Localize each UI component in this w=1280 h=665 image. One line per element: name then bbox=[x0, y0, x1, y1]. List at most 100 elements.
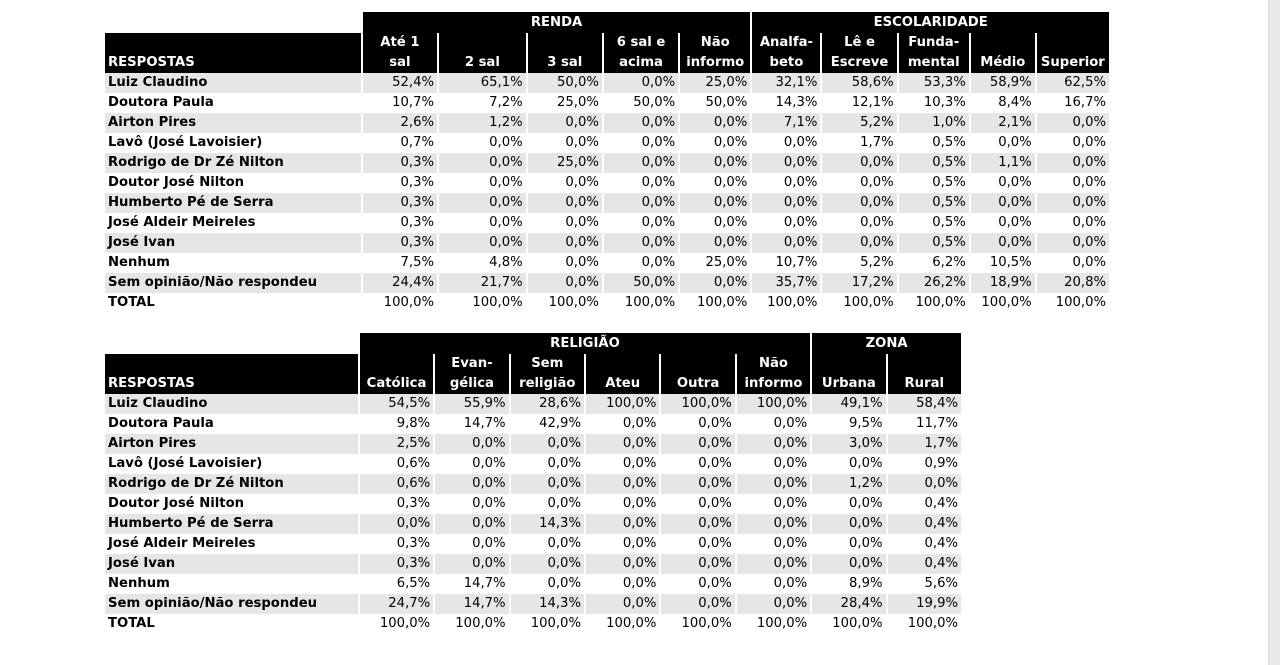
row-label: Doutora Paula bbox=[105, 93, 361, 113]
column-header-row: RESPOSTAS Até 1 sal 2 sal 3 sal 6 sal e ac… bbox=[105, 33, 1109, 73]
table-cell: 0,0% bbox=[736, 454, 811, 474]
row-label: Luiz Claudino bbox=[105, 394, 358, 414]
table-cell: 0,0% bbox=[1036, 113, 1109, 133]
row-label: Rodrigo de Dr Zé Nilton bbox=[105, 153, 361, 173]
row-label: Rodrigo de Dr Zé Nilton bbox=[105, 474, 358, 494]
table-cell: 0,0% bbox=[661, 434, 735, 454]
table-cell: 12,1% bbox=[822, 93, 897, 113]
table-cell: 8,9% bbox=[812, 574, 886, 594]
table-cell: 10,3% bbox=[898, 93, 969, 113]
table-cell: 0,4% bbox=[887, 554, 961, 574]
table-cell: 0,0% bbox=[603, 153, 679, 173]
table-cell: 0,0% bbox=[970, 213, 1035, 233]
table-cell: 0,0% bbox=[661, 574, 735, 594]
col-header: Não informo bbox=[736, 354, 811, 394]
table-cell: 62,5% bbox=[1036, 73, 1109, 93]
table-cell: 0,0% bbox=[1036, 213, 1109, 233]
table-cell: 0,0% bbox=[527, 273, 602, 293]
table-cell: 1,2% bbox=[439, 113, 526, 133]
table-cell: 0,0% bbox=[661, 454, 735, 474]
table-cell: 0,0% bbox=[1036, 173, 1109, 193]
table-cell: 0,0% bbox=[752, 213, 821, 233]
table-cell: 14,7% bbox=[435, 574, 509, 594]
table-cell: 5,2% bbox=[822, 253, 897, 273]
table-cell: 1,7% bbox=[822, 133, 897, 153]
table-cell: 65,1% bbox=[439, 73, 526, 93]
table-cell: 100,0% bbox=[736, 614, 811, 634]
table-cell: 0,0% bbox=[510, 554, 584, 574]
table-cell: 0,0% bbox=[752, 133, 821, 153]
table-cell: 0,0% bbox=[661, 554, 735, 574]
table-cell: 3,0% bbox=[812, 434, 886, 454]
column-header-row: RESPOSTAS Católica Evan-gélica Sem religi… bbox=[105, 354, 961, 394]
row-label: Doutora Paula bbox=[105, 414, 358, 434]
col-header: Outra bbox=[661, 354, 735, 394]
table-cell: 25,0% bbox=[680, 73, 751, 93]
table-cell: 58,4% bbox=[887, 394, 961, 414]
table-cell: 0,0% bbox=[736, 554, 811, 574]
table-cell: 21,7% bbox=[439, 273, 526, 293]
table-cell: 0,3% bbox=[359, 534, 434, 554]
table-cell: 55,9% bbox=[435, 394, 509, 414]
table-cell: 0,0% bbox=[435, 474, 509, 494]
table-cell: 0,0% bbox=[603, 173, 679, 193]
table-cell: 0,0% bbox=[527, 213, 602, 233]
table-cell: 0,0% bbox=[1036, 153, 1109, 173]
table-cell: 0,0% bbox=[439, 193, 526, 213]
table-cell: 0,3% bbox=[362, 233, 438, 253]
row-label: TOTAL bbox=[105, 614, 358, 634]
row-label: Lavô (José Lavoisier) bbox=[105, 133, 361, 153]
col-header: Médio bbox=[970, 33, 1035, 73]
table-row: Rodrigo de Dr Zé Nilton 0,6% 0,0% 0,0% 0,0% 0… bbox=[105, 474, 961, 494]
table-cell: 0,3% bbox=[362, 153, 438, 173]
table-cell: 100,0% bbox=[736, 394, 811, 414]
table-cell: 100,0% bbox=[898, 293, 969, 313]
table-cell: 0,0% bbox=[680, 233, 751, 253]
table-cell: 0,0% bbox=[1036, 233, 1109, 253]
table-cell: 0,0% bbox=[585, 414, 660, 434]
col-header: Não informo bbox=[680, 33, 751, 73]
table-cell: 0,0% bbox=[435, 494, 509, 514]
row-label: José Aldeir Meireles bbox=[105, 213, 361, 233]
table-cell: 0,0% bbox=[661, 534, 735, 554]
table-cell: 17,2% bbox=[822, 273, 897, 293]
table-cell: 32,1% bbox=[752, 73, 821, 93]
table-cell: 7,5% bbox=[362, 253, 438, 273]
table-cell: 0,0% bbox=[527, 233, 602, 253]
table-cell: 0,0% bbox=[822, 213, 897, 233]
row-label: Sem opinião/Não respondeu bbox=[105, 273, 361, 293]
table-cell: 0,0% bbox=[510, 574, 584, 594]
header-respostas: RESPOSTAS bbox=[105, 33, 361, 73]
table-cell: 0,0% bbox=[603, 213, 679, 233]
table-cell: 0,0% bbox=[661, 514, 735, 534]
table-cell: 0,0% bbox=[603, 113, 679, 133]
col-header: Analfa-beto bbox=[752, 33, 821, 73]
table-cell: 54,5% bbox=[359, 394, 434, 414]
table-body: Luiz Claudino 54,5% 55,9% 28,6% 100,0% 100,0%… bbox=[105, 394, 961, 634]
table-cell: 5,2% bbox=[822, 113, 897, 133]
table-cell: 0,0% bbox=[661, 414, 735, 434]
col-header: Rural bbox=[887, 354, 961, 394]
col-header: Até 1 sal bbox=[362, 33, 438, 73]
table-cell: 0,0% bbox=[435, 434, 509, 454]
col-header: 6 sal e acima bbox=[603, 33, 679, 73]
table-cell: 0,0% bbox=[510, 494, 584, 514]
table-cell: 0,0% bbox=[812, 534, 886, 554]
table-cell: 0,5% bbox=[898, 153, 969, 173]
table-row: Airton Pires 2,5% 0,0% 0,0% 0,0% 0,0% 0,0% 3,0%… bbox=[105, 434, 961, 454]
table-cell: 0,0% bbox=[585, 454, 660, 474]
col-header: 3 sal bbox=[527, 33, 602, 73]
table-cell: 0,3% bbox=[359, 554, 434, 574]
table-cell: 0,0% bbox=[585, 434, 660, 454]
table-cell: 0,5% bbox=[898, 213, 969, 233]
table-cell: 0,0% bbox=[680, 133, 751, 153]
table-cell: 0,6% bbox=[359, 454, 434, 474]
table-cell: 14,7% bbox=[435, 594, 509, 614]
table-cell: 0,0% bbox=[822, 173, 897, 193]
row-label: Luiz Claudino bbox=[105, 73, 361, 93]
table-row: Sem opinião/Não respondeu 24,4% 21,7% 0,0% 5… bbox=[105, 273, 1109, 293]
table-cell: 0,9% bbox=[887, 454, 961, 474]
table-row: Rodrigo de Dr Zé Nilton 0,3% 0,0% 25,0% 0,0%… bbox=[105, 153, 1109, 173]
scrollbar[interactable] bbox=[1268, 0, 1280, 665]
table-cell: 58,9% bbox=[970, 73, 1035, 93]
